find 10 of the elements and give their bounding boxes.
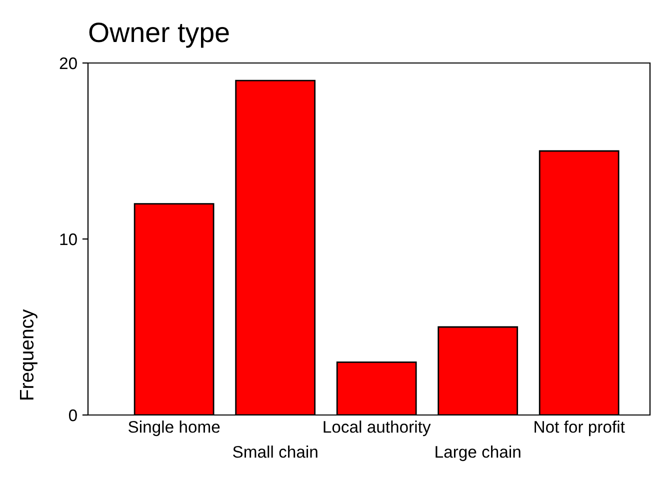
- y-tick-label: 10: [60, 233, 77, 246]
- y-tick-label: 20: [60, 57, 77, 70]
- y-axis-title: Frequency: [20, 309, 38, 400]
- x-tick-label: Large chain: [436, 446, 520, 462]
- chart-title: Owner type: [89, 22, 229, 48]
- x-tick-label: Local authority: [324, 420, 431, 436]
- x-tick-label: Not for profit: [534, 420, 625, 436]
- x-tick-label: Single home: [128, 420, 220, 436]
- x-tick-label: Small chain: [233, 446, 318, 458]
- y-tick-label: 0: [68, 409, 77, 422]
